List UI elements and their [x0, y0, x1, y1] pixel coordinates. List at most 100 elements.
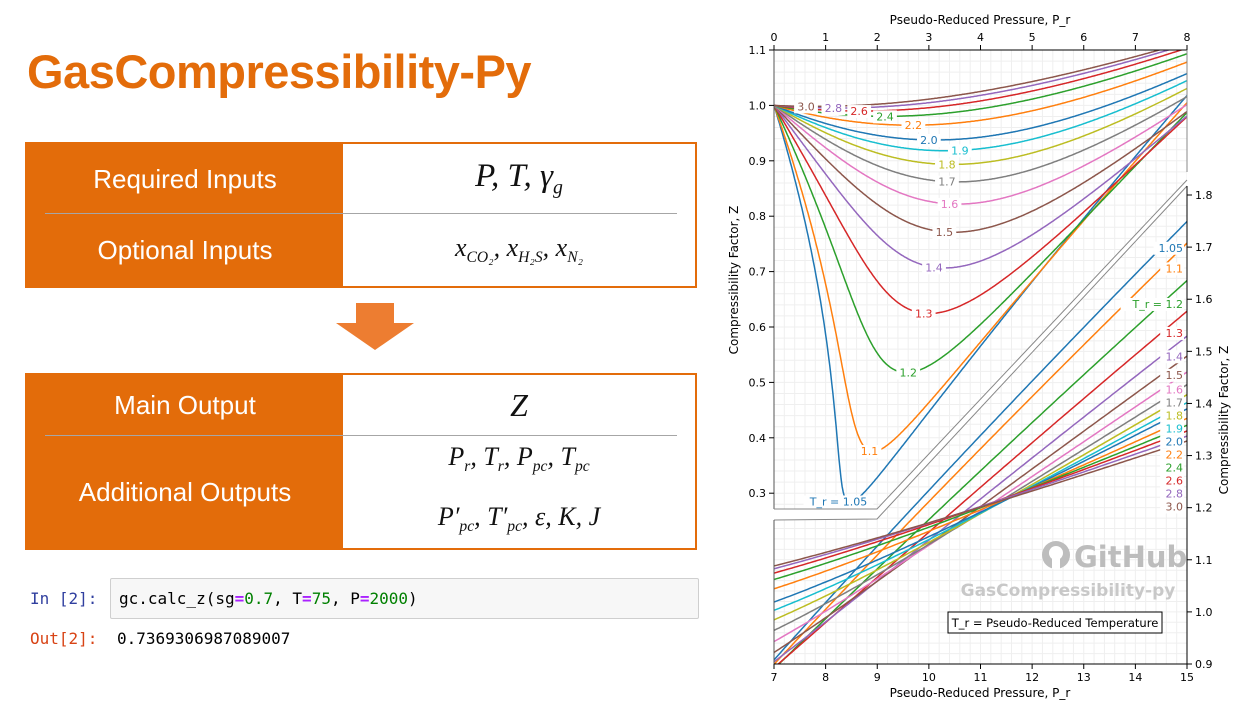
watermark: GitHub GasCompressibility-py: [961, 540, 1188, 601]
label-bg: [1160, 409, 1184, 423]
curve-tr-2: [774, 72, 1187, 141]
label-bg: [1160, 474, 1184, 488]
curve-high-tr-2.2: [774, 417, 1187, 590]
y-tick-label: 1.4: [1195, 397, 1213, 410]
curve-high-tr-2.4: [774, 424, 1187, 581]
outputs-label-column: [25, 373, 343, 550]
y-tick-label: 0.5: [749, 376, 767, 389]
additional-outputs-row: Additional Outputs Pr, Tr, Ppc, Tpc P′pc…: [27, 436, 695, 548]
label-bg: [1153, 241, 1184, 255]
curve-label: 2.6: [850, 105, 868, 118]
x-tick-label: 8: [822, 671, 829, 684]
down-arrow-icon: [336, 303, 414, 350]
label-bg: [935, 175, 959, 189]
code-token: ): [408, 589, 418, 608]
curve-tr-1.6: [774, 103, 1187, 205]
curve-high-tr-1.4: [774, 335, 1187, 663]
curve-tr-1.9: [774, 80, 1187, 152]
y-tick-label: 1.3: [1195, 450, 1213, 463]
additional-outputs-value: Pr, Tr, Ppc, Tpc P′pc, T′pc, ε, K, J: [343, 432, 695, 552]
legend-box: T_r = Pseudo-Reduced Temperature: [947, 611, 1163, 634]
code-number: 75: [311, 589, 331, 608]
y-tick-label: 1.8: [1195, 189, 1213, 202]
code-token: gc.calc_z(sg: [119, 589, 235, 608]
label-bg: [922, 261, 946, 275]
x-tick-label: 14: [1128, 671, 1142, 684]
math-symbol: xH₂S: [506, 232, 543, 267]
curve-tr-1.5: [774, 104, 1187, 233]
x-axis-label-text: Pseudo-Reduced Pressure, P_r: [890, 686, 1071, 700]
math-subscript: r: [497, 458, 504, 475]
math-subscript: H₂S: [518, 249, 543, 267]
curve-label: 2.0: [920, 134, 938, 147]
optional-inputs-value: xCO₂, xH₂S, xN₂: [454, 232, 584, 267]
curve-right-label: 1.3: [1166, 327, 1184, 340]
math-symbol: ε: [535, 502, 546, 531]
curve-label: 1.9: [951, 144, 969, 157]
curve-high-tr-1.9: [774, 401, 1187, 612]
github-icon: [1042, 541, 1070, 569]
x-tick-label: 10: [922, 671, 936, 684]
label-bg: [857, 445, 882, 459]
y-tick-label: 0.9: [749, 155, 767, 168]
label-bg: [932, 225, 957, 239]
label-bg: [803, 495, 874, 509]
curve-high-tr-1.8: [774, 394, 1187, 621]
x-tick-label: 8: [1184, 31, 1191, 44]
x-tick-label: 1: [822, 31, 829, 44]
curve-label: 1.8: [938, 158, 956, 171]
curve-tr-3: [774, 50, 1187, 108]
curve-label: 3.0: [797, 100, 815, 113]
label-bg: [1160, 500, 1184, 514]
x-tick-label: 9: [874, 671, 881, 684]
main-output-row: Main Output Z: [27, 375, 695, 435]
math-symbol: P: [475, 158, 492, 195]
main-output-label: Main Output: [114, 389, 256, 420]
curve-tr-1.4: [774, 104, 1187, 269]
math-symbol: T′pc: [487, 502, 523, 536]
curve-right-label: 1.05: [1159, 242, 1184, 255]
outputs-table: Main Output Z Additional Outputs Pr, Tr,…: [25, 373, 697, 550]
code-number: 0.7: [244, 589, 274, 608]
math-symbol: γg: [539, 158, 563, 199]
math-subscript: pc: [459, 518, 475, 536]
code-operator: =: [359, 589, 370, 608]
left-y-axis-label: Compressibility Factor, Z: [727, 206, 741, 355]
math-subscript: N₂: [567, 249, 584, 267]
bottom-x-axis-label: Pseudo-Reduced Pressure, P_r: [890, 686, 1071, 700]
y-tick-label: 0.8: [749, 210, 767, 223]
curve-right-label: 2.0: [1166, 435, 1184, 448]
curve-right-label: 2.4: [1166, 461, 1184, 474]
label-bg: [847, 105, 872, 119]
curve-label: 1.1: [861, 445, 879, 458]
code-input-cell[interactable]: gc.calc_z(sg=0.7, T=75, P=2000): [110, 578, 699, 619]
curve-tr-1.1: [774, 102, 1187, 453]
curve-right-label: 2.6: [1166, 474, 1184, 487]
curve-right-label: 1.8: [1166, 409, 1184, 422]
x-axis-label-text: Pseudo-Reduced Pressure, P_r: [890, 13, 1071, 27]
label-bg: [901, 119, 926, 133]
output-prompt: Out[2]:: [30, 629, 98, 648]
label-bg: [873, 110, 897, 124]
inputs-label-column: [25, 142, 343, 288]
curve-high-tr-1.7: [774, 384, 1187, 632]
label-bg: [1160, 262, 1184, 276]
curve-high-tr-3: [774, 440, 1187, 567]
math-symbol: Tpc: [560, 441, 590, 475]
math-symbol: Pr: [448, 441, 471, 475]
x-tick-label: 2: [874, 31, 881, 44]
curve-high-tr-1.3: [774, 310, 1187, 664]
label-bg: [916, 133, 941, 147]
label-bg: [935, 158, 959, 172]
x-tick-label: 7: [1132, 31, 1139, 44]
label-bg: [1160, 422, 1184, 436]
x-tick-label: 15: [1180, 671, 1194, 684]
y-tick-label: 1.1: [1195, 554, 1213, 567]
x-tick-label: 3: [925, 31, 932, 44]
main-output-value: Z: [510, 386, 528, 423]
input-prompt: In [2]:: [30, 589, 98, 608]
math-subscript: CO₂: [466, 249, 494, 267]
math-symbol: P′pc: [437, 502, 475, 536]
x-tick-label: 0: [771, 31, 778, 44]
inputs-table: Required Inputs P, T, γg Optional Inputs…: [25, 142, 697, 288]
